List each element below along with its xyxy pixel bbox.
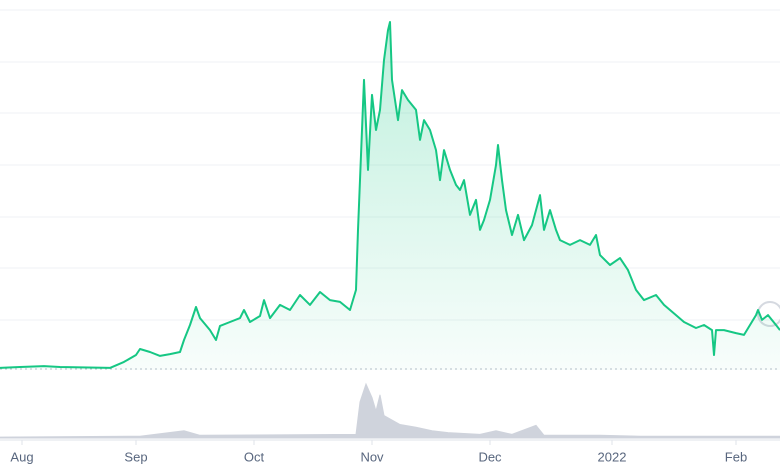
x-tick-label: Oct bbox=[244, 449, 265, 464]
x-tick-label: Sep bbox=[124, 449, 147, 464]
price-area bbox=[0, 22, 780, 370]
x-tick-label: Nov bbox=[360, 449, 384, 464]
x-tick-label: Feb bbox=[725, 449, 747, 464]
x-tick-label: 2022 bbox=[598, 449, 627, 464]
volume-area bbox=[0, 382, 780, 439]
price-line bbox=[0, 21, 780, 369]
x-tick-label: Dec bbox=[478, 449, 502, 464]
x-tick-label: Aug bbox=[10, 449, 33, 464]
